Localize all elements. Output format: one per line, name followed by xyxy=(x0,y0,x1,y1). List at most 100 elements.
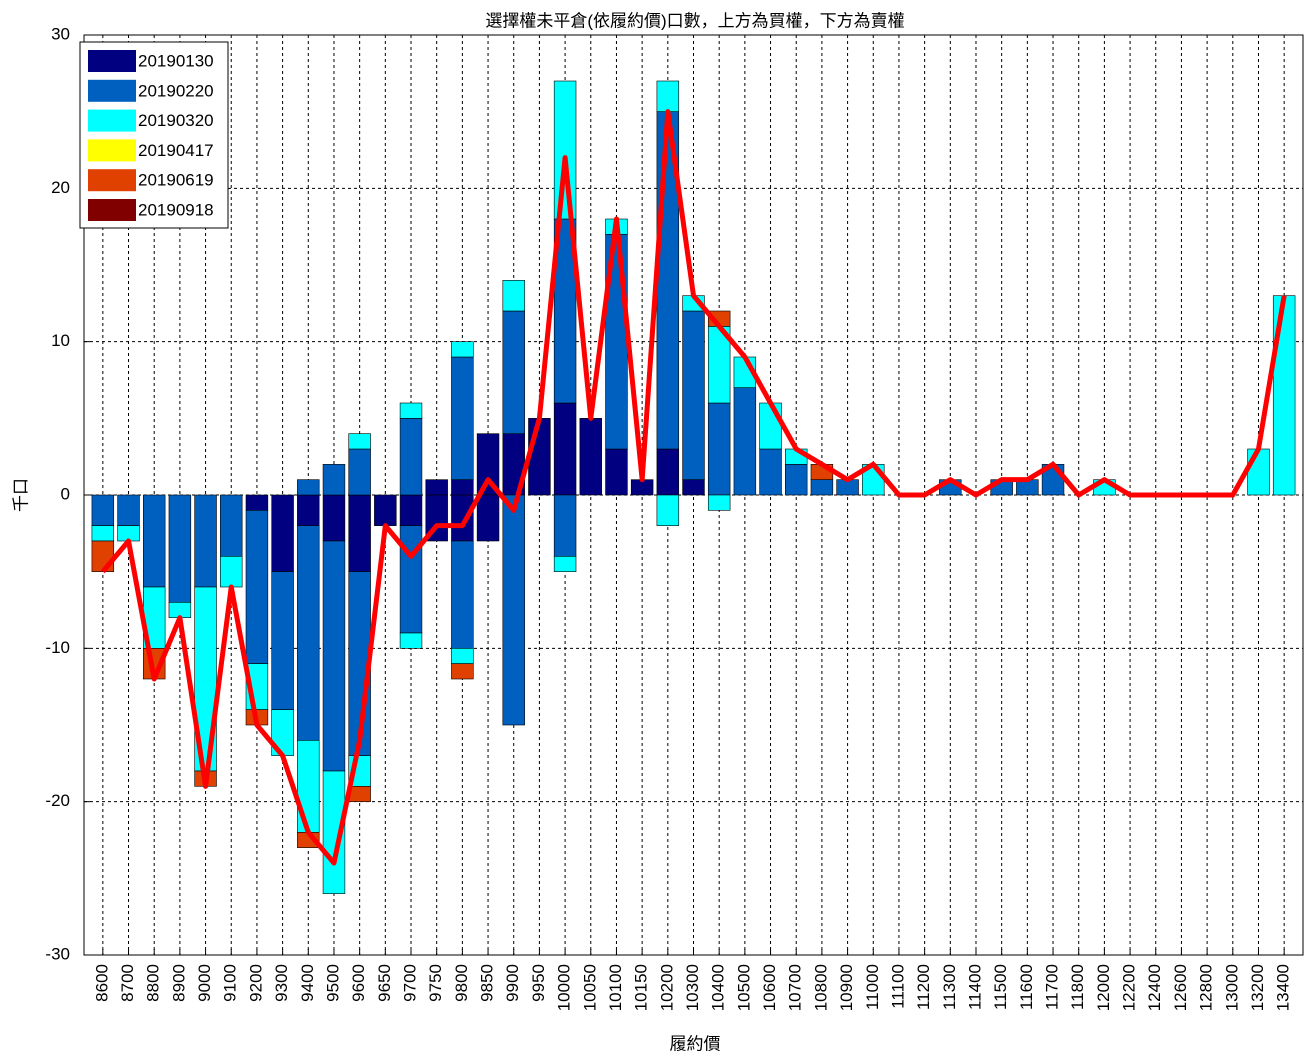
x-tick-label: 8900 xyxy=(169,964,188,1002)
x-tick-label: 8800 xyxy=(144,964,163,1002)
put-bar xyxy=(220,494,243,557)
put-bar xyxy=(476,494,500,542)
put-bar xyxy=(271,494,294,572)
put-bar xyxy=(707,494,731,511)
put-bar xyxy=(451,540,474,649)
x-tick-label: 11700 xyxy=(1043,964,1062,1010)
x-axis-label: 履約價 xyxy=(670,1034,721,1053)
y-tick-label: -10 xyxy=(45,638,70,657)
x-tick-label: 10300 xyxy=(683,964,702,1011)
x-tick-label: 10150 xyxy=(632,964,651,1011)
legend-label: 20190220 xyxy=(138,81,214,100)
call-bar xyxy=(1247,448,1270,496)
x-tick-label: 10050 xyxy=(580,964,599,1011)
x-tick-label: 11600 xyxy=(1017,964,1036,1010)
legend-box xyxy=(79,41,229,229)
put-bar xyxy=(656,494,680,526)
x-tick-label: 11200 xyxy=(914,964,933,1010)
put-bar xyxy=(297,525,320,741)
call-bar xyxy=(759,448,782,496)
call-bar xyxy=(605,448,628,496)
x-tick-label: 9300 xyxy=(272,964,291,1002)
put-bar xyxy=(117,494,140,526)
x-tick-label: 12600 xyxy=(1171,964,1190,1011)
put-bar xyxy=(502,494,525,726)
x-tick-label: 9200 xyxy=(246,964,265,1002)
call-bar xyxy=(810,479,834,496)
x-tick-label: 8600 xyxy=(92,964,111,1002)
call-bar xyxy=(553,402,577,496)
put-bar xyxy=(91,525,115,542)
x-tick-label: 10500 xyxy=(734,964,753,1011)
x-tick-label: 11100 xyxy=(888,964,907,1009)
put-bar xyxy=(245,510,269,664)
call-bar xyxy=(502,280,525,312)
y-tick-label: 10 xyxy=(51,331,70,350)
put-bar xyxy=(451,494,474,542)
put-bar xyxy=(553,494,577,557)
call-bar xyxy=(553,80,577,220)
bars xyxy=(91,80,1296,894)
call-bar xyxy=(656,80,680,112)
x-tick-label: 9900 xyxy=(503,964,522,1002)
put-bar xyxy=(297,740,320,833)
put-bar xyxy=(451,663,474,680)
x-tick-label: 9950 xyxy=(529,964,548,1002)
call-bar xyxy=(528,418,551,496)
put-bar xyxy=(553,556,577,572)
legend-swatch xyxy=(88,199,136,221)
put-bar xyxy=(399,494,423,526)
legend-label: 20190130 xyxy=(138,51,214,70)
x-tick-label: 11400 xyxy=(965,964,984,1010)
legend-swatch xyxy=(88,50,136,72)
call-bar xyxy=(451,341,474,358)
x-tick-label: 9000 xyxy=(195,964,214,1002)
x-tick-label: 13200 xyxy=(1248,964,1267,1011)
call-bar xyxy=(759,402,782,450)
call-bar xyxy=(451,479,474,496)
call-bar xyxy=(656,448,680,496)
call-bar xyxy=(1272,295,1296,496)
legend-label: 20190320 xyxy=(138,111,214,130)
x-tick-label: 12000 xyxy=(1094,964,1113,1011)
put-bar xyxy=(91,494,115,526)
y-tick-label: 30 xyxy=(51,24,70,43)
x-tick-label: 9850 xyxy=(478,964,497,1002)
y-axis-label: 千口 xyxy=(11,478,30,512)
line-layer xyxy=(100,109,1287,866)
put-bar xyxy=(168,494,192,603)
call-bar xyxy=(425,479,448,496)
x-tick-label: 10700 xyxy=(786,964,805,1011)
call-bar xyxy=(348,448,371,496)
put-bar xyxy=(399,632,423,649)
put-bar xyxy=(348,494,371,572)
call-bar xyxy=(707,402,731,496)
call-bar xyxy=(682,310,705,480)
x-tick-label: 10800 xyxy=(811,964,830,1011)
call-bar xyxy=(579,418,602,496)
put-bar xyxy=(142,494,166,588)
legend-label: 20190417 xyxy=(138,141,214,160)
x-tick-label: 12800 xyxy=(1197,964,1216,1011)
call-bar xyxy=(297,479,320,496)
legend: 20190130 20190220 20190320 20190417 20190619… xyxy=(79,41,229,229)
x-tick-label: 11500 xyxy=(991,964,1010,1010)
x-tick-label: 13000 xyxy=(1222,964,1241,1011)
put-bar xyxy=(271,571,294,710)
legend-swatch xyxy=(88,169,136,192)
x-tick-label: 10900 xyxy=(837,964,856,1011)
x-tick-label: 11800 xyxy=(1068,964,1087,1010)
put-bar xyxy=(220,556,243,588)
legend-swatch xyxy=(88,139,136,162)
chart-title: 選擇權未平倉(依履約價)口數，上方為買權，下方為賣權 xyxy=(485,11,904,30)
x-tick-label: 8700 xyxy=(118,964,137,1002)
x-tick-label: 10000 xyxy=(555,964,574,1011)
x-tick-label: 10400 xyxy=(709,964,728,1011)
put-bar xyxy=(322,494,346,542)
x-tick-label: 9600 xyxy=(349,964,368,1002)
x-tick-label: 9650 xyxy=(375,964,394,1002)
x-tick-label: 10100 xyxy=(606,964,625,1011)
x-tick-label: 10600 xyxy=(760,964,779,1011)
y-tick-label: 0 xyxy=(61,484,70,503)
x-tick-label: 9700 xyxy=(400,964,419,1002)
